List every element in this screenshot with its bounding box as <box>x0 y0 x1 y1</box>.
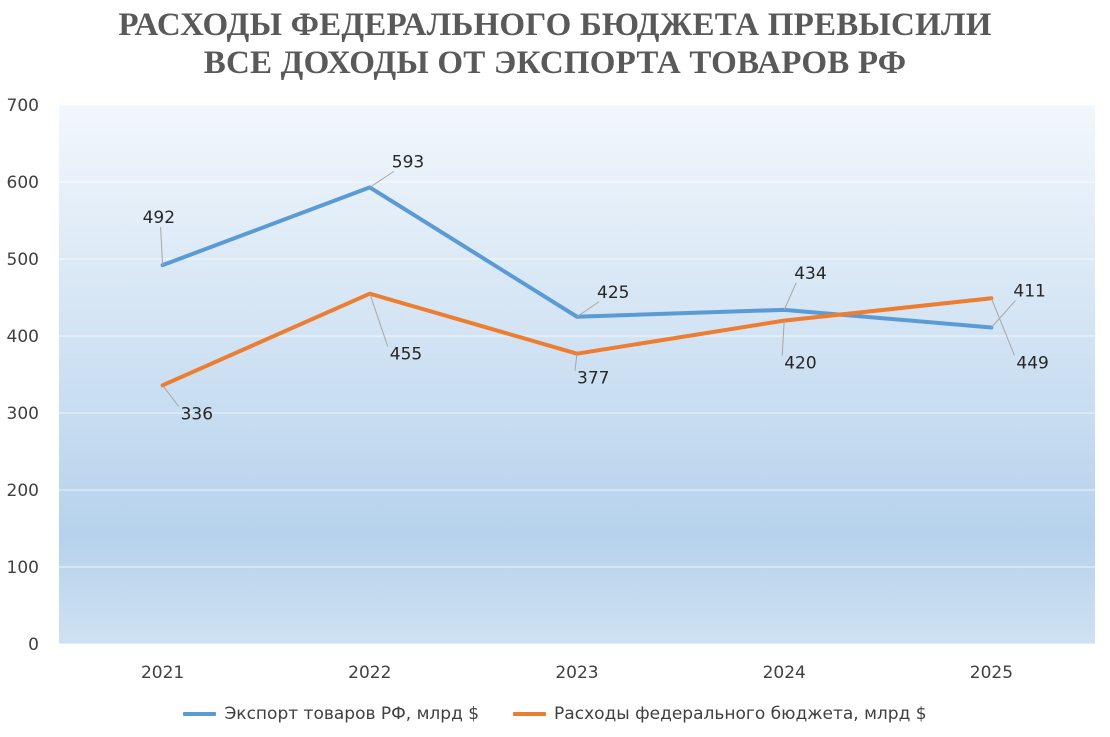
y-tick-label: 600 <box>7 173 39 193</box>
data-label: 377 <box>577 369 609 389</box>
x-tick-label: 2023 <box>555 663 598 683</box>
legend-item-budget[interactable]: Расходы федерального бюджета, млрд $ <box>513 704 927 724</box>
data-label: 434 <box>794 264 826 284</box>
leader-line <box>990 298 1015 356</box>
y-tick-label: 400 <box>7 327 39 347</box>
y-tick-label: 0 <box>28 635 39 655</box>
data-label: 593 <box>392 152 424 172</box>
legend-swatch-budget <box>513 712 547 716</box>
legend-label-export: Экспорт товаров РФ, млрд $ <box>224 704 480 724</box>
data-label: 420 <box>784 354 816 374</box>
y-tick-label: 300 <box>7 404 39 424</box>
legend: Экспорт товаров РФ, млрд $ Расходы федер… <box>0 700 1110 728</box>
x-tick-label: 2024 <box>763 663 806 683</box>
leader-line <box>991 300 1016 328</box>
y-tick-label: 200 <box>7 481 39 501</box>
gridlines <box>59 104 1095 645</box>
leader-line <box>369 170 395 188</box>
y-axis: 0 100 200 300 400 500 600 700 <box>7 96 39 655</box>
leader-line <box>162 384 179 407</box>
y-tick-label: 700 <box>7 96 39 116</box>
x-tick-label: 2022 <box>348 663 391 683</box>
data-label: 411 <box>1013 282 1045 302</box>
x-tick-label: 2021 <box>141 663 184 683</box>
chart-title-line-1: РАСХОДЫ ФЕДЕРАЛЬНОГО БЮДЖЕТА ПРЕВЫСИЛИ <box>118 7 992 43</box>
legend-item-export[interactable]: Экспорт товаров РФ, млрд $ <box>183 704 479 724</box>
leader-line <box>781 320 785 356</box>
leader-line <box>160 227 164 266</box>
data-label: 449 <box>1016 353 1048 373</box>
data-label: 336 <box>181 404 213 424</box>
data-label: 492 <box>143 208 175 228</box>
y-tick-label: 100 <box>7 558 39 578</box>
y-tick-label: 500 <box>7 250 39 270</box>
data-label: 425 <box>597 283 629 303</box>
data-label: 455 <box>390 345 422 365</box>
leader-line <box>369 293 389 347</box>
plot-area <box>59 105 1095 644</box>
data-labels: 492 593 425 434 411 336 455 377 420 449 <box>143 152 1049 424</box>
leader-line <box>576 301 600 318</box>
leader-line <box>574 353 578 371</box>
x-axis: 2021 2022 2023 2024 2025 <box>141 663 1013 683</box>
legend-swatch-export <box>183 712 217 716</box>
chart-title-line-2: ВСЕ ДОХОДЫ ОТ ЭКСПОРТА ТОВАРОВ РФ <box>203 45 907 81</box>
chart-title: РАСХОДЫ ФЕДЕРАЛЬНОГО БЮДЖЕТА ПРЕВЫСИЛИ В… <box>0 6 1110 82</box>
leader-line <box>783 282 797 311</box>
legend-label-budget: Расходы федерального бюджета, млрд $ <box>554 704 927 724</box>
x-tick-label: 2025 <box>970 663 1013 683</box>
